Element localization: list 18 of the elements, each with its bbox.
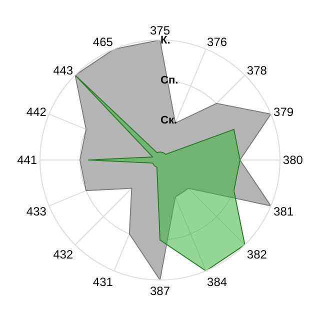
spoke-label: 379 bbox=[274, 104, 294, 119]
spoke-label: 387 bbox=[150, 284, 170, 298]
spoke-label: 432 bbox=[53, 247, 74, 262]
spoke-label: 381 bbox=[274, 204, 294, 219]
spoke-label: 378 bbox=[246, 63, 268, 78]
spoke-label: 442 bbox=[26, 104, 47, 119]
spoke-label: 376 bbox=[207, 34, 228, 49]
y-tick-label: Ск. bbox=[160, 114, 178, 127]
spoke-label: 382 bbox=[246, 247, 268, 262]
spoke-label: 380 bbox=[282, 153, 304, 168]
spoke-label: 431 bbox=[92, 275, 114, 290]
y-tick-label: К. bbox=[160, 34, 170, 47]
y-tick-label: Сп. bbox=[160, 74, 178, 87]
spoke-label: 465 bbox=[92, 34, 114, 49]
spoke-label: 443 bbox=[53, 63, 74, 78]
spoke-label: 433 bbox=[26, 204, 47, 219]
spoke-label: 441 bbox=[17, 153, 38, 168]
spoke-label: 384 bbox=[207, 275, 228, 290]
